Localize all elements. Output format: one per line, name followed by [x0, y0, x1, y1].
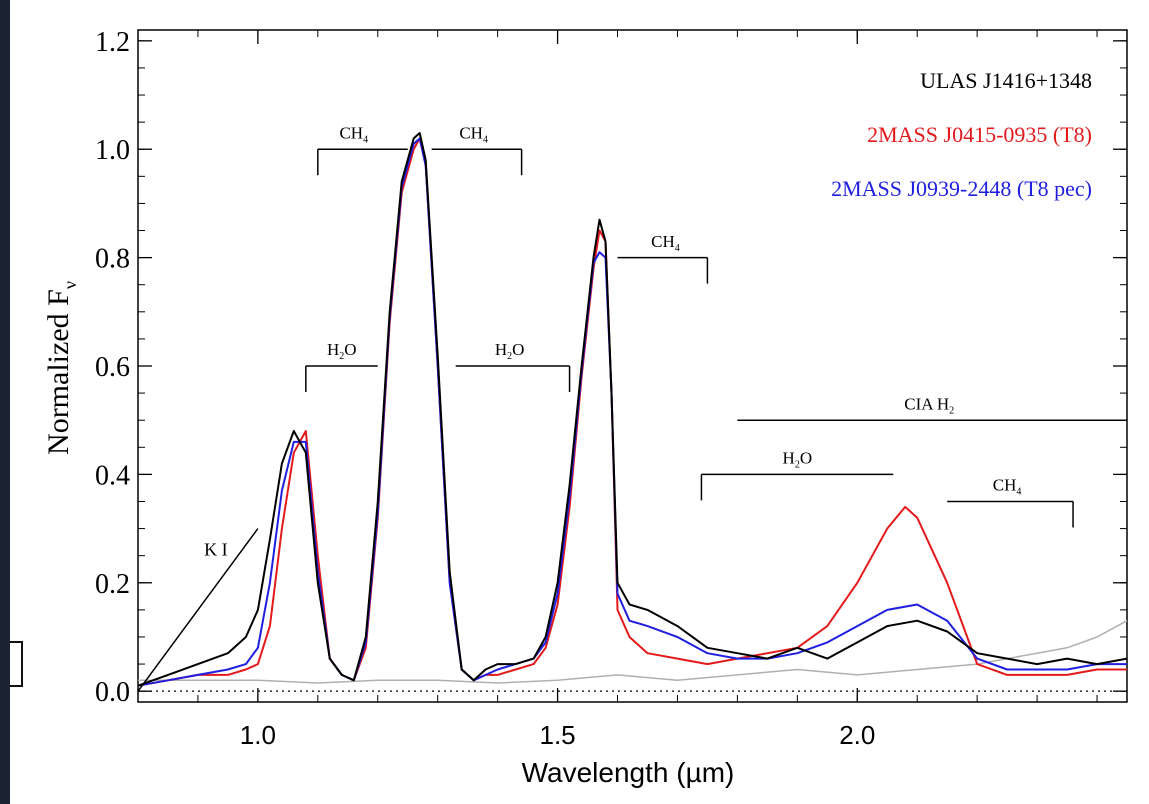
- band-label-sub: 2: [339, 351, 344, 362]
- series-line-2mass-j0939-2448-t8-pec-: [137, 137, 1127, 687]
- x-axis-label: Wavelength (µm): [522, 757, 735, 788]
- band-label-sub: 4: [675, 243, 680, 254]
- series-line-2mass-j0415-0935-t8-: [137, 137, 1127, 687]
- x-tick-label: 2.0: [839, 720, 875, 750]
- band-label-sub: 4: [363, 134, 368, 145]
- band-label-main: H: [495, 340, 507, 359]
- band-label-sub: 2: [949, 405, 954, 416]
- band-label: H2O: [327, 340, 357, 362]
- y-tick-label: 1.2: [95, 27, 130, 58]
- band-label-main: H: [327, 340, 339, 359]
- x-tick-label: 1.5: [539, 720, 575, 750]
- series-line-ulas-j1416-1348: [137, 132, 1128, 687]
- band-label-sub: 4: [483, 134, 488, 145]
- legend-entry: 2MASS J0939-2448 (T8 pec): [831, 176, 1092, 201]
- band-label: CH4: [459, 123, 488, 145]
- figure-panel: 0.0 0.2 0.4 0.6 0.8 1.0 1.2 1.0 1.5 2.0 K I CH4 CH4…: [10, 0, 1149, 804]
- band-label-post: O: [344, 340, 356, 359]
- band-label: CH4: [651, 232, 680, 254]
- band-label: CH4: [339, 123, 368, 145]
- band-label-main: CH: [651, 232, 675, 251]
- band-label-main: H: [783, 449, 795, 468]
- axes-layer: 0.0 0.2 0.4 0.6 0.8 1.0 1.2 1.0 1.5 2.0: [95, 27, 1128, 750]
- series-layer: [137, 132, 1128, 687]
- legend-entry: ULAS J1416+1348: [920, 68, 1092, 93]
- legend: ULAS J1416+1348 2MASS J0415-0935 (T8) 2MAS…: [831, 68, 1092, 201]
- y-axis-label-sub: ν: [60, 281, 80, 289]
- band-label-main: CH: [993, 476, 1017, 495]
- band-label: H2O: [783, 449, 813, 471]
- band-label-main: CH: [339, 123, 363, 142]
- band-label-sub: 2: [795, 460, 800, 471]
- y-axis-label-main: Normalized F: [42, 289, 75, 455]
- y-tick-label: 0.0: [95, 677, 130, 708]
- band-label: CIA H2: [904, 394, 954, 416]
- legend-entry: 2MASS J0415-0935 (T8): [867, 122, 1092, 147]
- y-tick-label: 0.6: [95, 352, 130, 383]
- x-tick-label: 1.0: [240, 720, 276, 750]
- band-label-post: O: [512, 340, 524, 359]
- band-label: H2O: [495, 340, 525, 362]
- band-label-main: CIA H: [904, 394, 949, 413]
- series-line-noise: [138, 620, 1128, 684]
- ki-label: K I: [204, 540, 228, 560]
- y-tick-label: 0.8: [95, 244, 130, 275]
- y-tick-label: 0.4: [95, 460, 130, 491]
- edge-marker: [10, 641, 23, 687]
- y-axis-label: Normalized Fν: [42, 281, 80, 455]
- y-tick-label: 1.0: [95, 135, 130, 166]
- band-label: CH4: [993, 476, 1022, 498]
- band-label-sub: 2: [507, 351, 512, 362]
- band-label-post: O: [800, 449, 812, 468]
- band-label-main: CH: [459, 123, 483, 142]
- ki-pointer-line: [137, 528, 259, 692]
- band-label-sub: 4: [1016, 487, 1021, 498]
- y-tick-label: 0.2: [95, 569, 130, 600]
